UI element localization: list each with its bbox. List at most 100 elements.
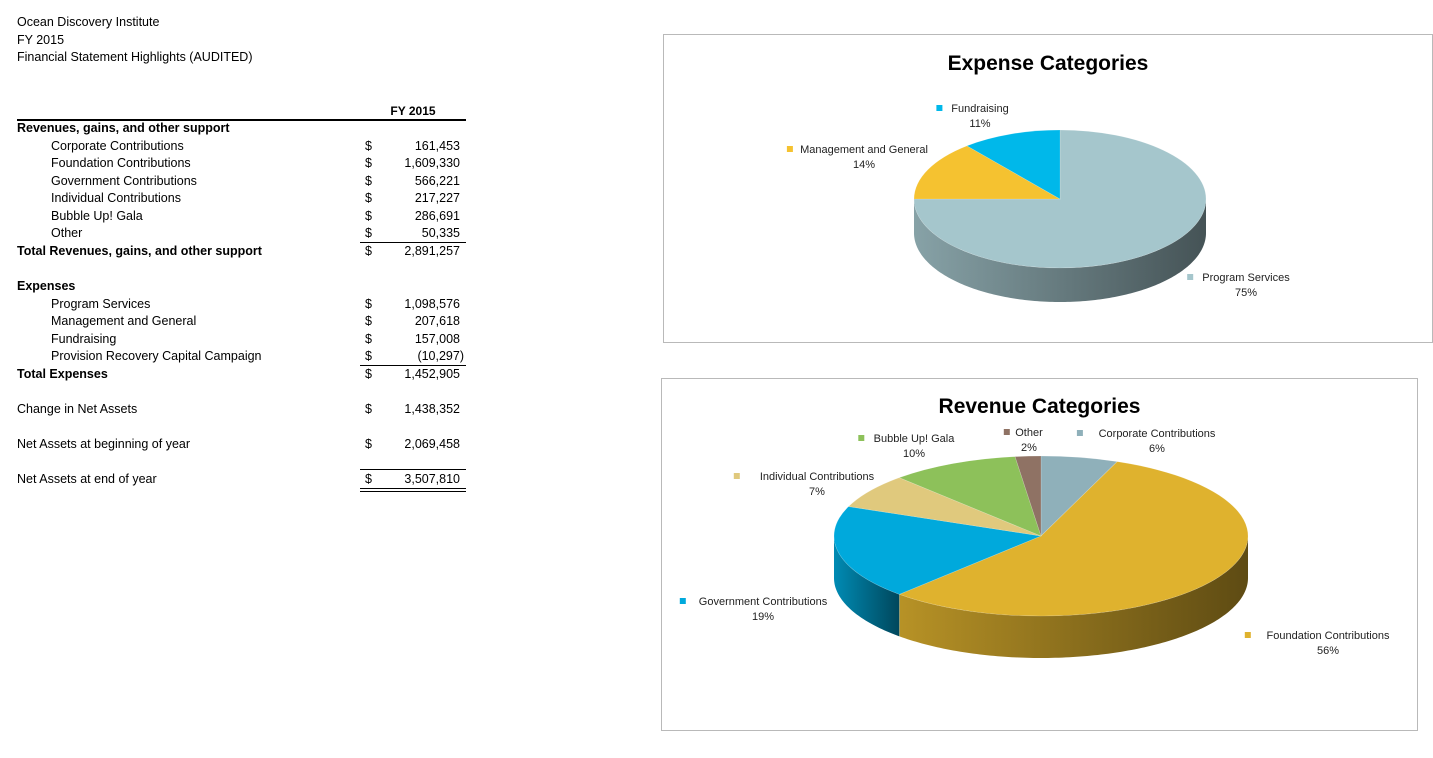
row-amount: 50,335 — [421, 226, 460, 240]
expense-total-label: Total Expenses — [17, 367, 108, 381]
header-rule — [17, 119, 466, 121]
row-label: Bubble Up! Gala — [51, 208, 143, 223]
pie-slice-fundraising — [966, 129, 1061, 200]
row-amount: (10,297) — [417, 349, 464, 363]
currency-symbol: $ — [365, 472, 372, 486]
table-row: Other $ 50,335 — [0, 225, 470, 242]
expense-total-amount: 1,452,905 — [404, 367, 460, 381]
change-amount: 1,438,352 — [404, 402, 460, 416]
pie-label-corporate-contributions: Corporate Contributions 6% — [1076, 428, 1216, 455]
revenue-chart-title: Revenue Categories — [938, 395, 1141, 418]
legend-swatch — [858, 435, 865, 441]
report-subtitle: Financial Statement Highlights (AUDITED) — [17, 50, 253, 64]
column-header: FY 2015 — [390, 104, 436, 118]
pie-label-bubble-up-gala: Bubble Up! Gala 10% — [858, 433, 955, 460]
currency-symbol: $ — [365, 191, 372, 205]
table-row: Government Contributions $ 566,221 — [0, 173, 470, 190]
legend-swatch — [1244, 632, 1251, 638]
change-net-assets-row: Change in Net Assets $ 1,438,352 — [0, 401, 470, 418]
row-amount: 207,618 — [414, 314, 460, 328]
legend-swatch — [679, 598, 686, 604]
slice-name-label: Foundation Contributions — [1267, 630, 1390, 642]
pie-slice-government-contributions — [833, 506, 1043, 595]
expense-section-title-row: Expenses — [0, 278, 470, 295]
table-row: Foundation Contributions $ 1,609,330 — [0, 155, 470, 172]
slice-percent-label: 6% — [1149, 443, 1165, 455]
slice-percent-label: 2% — [1021, 442, 1037, 454]
legend-swatch — [733, 473, 740, 479]
row-amount: 217,227 — [414, 191, 460, 205]
slice-name-label: Management and General — [800, 144, 928, 156]
pie-label-fundraising: Fundraising 11% — [936, 103, 1009, 130]
pie-label-foundation-contributions: Foundation Contributions 56% — [1244, 630, 1390, 657]
currency-symbol: $ — [365, 314, 372, 328]
currency-symbol: $ — [365, 367, 372, 381]
expense-section-title: Expenses — [17, 279, 76, 293]
revenue-section-title: Revenues, gains, and other support — [17, 121, 230, 135]
pie-side-program-services — [914, 199, 1206, 302]
pie-side-government-contributions — [834, 536, 900, 637]
currency-symbol: $ — [365, 173, 372, 188]
currency-symbol: $ — [365, 208, 372, 223]
beginning-net-assets-row: Net Assets at beginning of year $ 2,069,… — [0, 436, 470, 453]
row-amount: 1,609,330 — [404, 156, 460, 170]
slice-name-label: Bubble Up! Gala — [874, 433, 956, 445]
slice-percent-label: 75% — [1235, 287, 1257, 299]
table-row: Individual Contributions $ 217,227 — [0, 190, 470, 207]
currency-symbol: $ — [365, 244, 372, 258]
row-amount: 286,691 — [414, 208, 460, 223]
row-label: Foundation Contributions — [51, 156, 191, 170]
pie-label-program-services: Program Services 75% — [1187, 272, 1290, 299]
table-row: Fundraising $ 157,008 — [0, 331, 470, 348]
pie-slice-other — [1014, 455, 1042, 537]
slice-name-label: Program Services — [1202, 272, 1290, 284]
row-amount: 1,098,576 — [404, 297, 460, 311]
currency-symbol: $ — [365, 437, 372, 451]
change-label: Change in Net Assets — [17, 402, 138, 416]
pie-side-foundation-contributions — [899, 536, 1248, 658]
table-row: Corporate Contributions $ 161,453 — [0, 138, 470, 155]
row-amount: 157,008 — [414, 332, 460, 346]
pie-slice-foundation-contributions — [898, 461, 1249, 617]
slice-name-label: Government Contributions — [699, 596, 828, 608]
currency-symbol: $ — [365, 349, 372, 363]
currency-symbol: $ — [365, 156, 372, 170]
row-amount: 161,453 — [414, 138, 460, 153]
revenue-pie-svg: Corporate Contributions 6% Foundation Cont… — [679, 427, 1390, 658]
row-label: Management and General — [51, 314, 197, 328]
pie-label-other: Other 2% — [1003, 427, 1043, 454]
double-underline-top — [360, 488, 466, 489]
row-label: Corporate Contributions — [51, 138, 184, 153]
slice-percent-label: 7% — [809, 486, 825, 498]
slice-percent-label: 10% — [903, 448, 925, 460]
row-label: Government Contributions — [51, 173, 197, 188]
subtotal-rule — [360, 469, 466, 470]
revenue-section-title-row: Revenues, gains, and other support — [0, 120, 470, 137]
beginning-label: Net Assets at beginning of year — [17, 437, 191, 451]
end-amount: 3,507,810 — [404, 472, 460, 486]
slice-name-label: Fundraising — [951, 103, 1008, 115]
org-name: Ocean Discovery Institute — [17, 15, 160, 29]
expense-pie-svg: Program Services 75% Management and Genera… — [786, 103, 1290, 302]
report-header: Ocean Discovery Institute FY 2015 Financ… — [17, 14, 253, 67]
expense-total-row: Total Expenses $ 1,452,905 — [0, 366, 470, 383]
table-row: Bubble Up! Gala $ 286,691 — [0, 208, 470, 225]
ending-net-assets-row: Net Assets at end of year $ 3,507,810 — [0, 471, 470, 488]
expense-chart: Expense Categories Program Services 75% Ma… — [663, 34, 1433, 343]
row-label: Program Services — [51, 297, 151, 311]
slice-percent-label: 56% — [1317, 645, 1339, 657]
table-row: Provision Recovery Capital Campaign $ (1… — [0, 348, 470, 365]
legend-swatch — [786, 146, 793, 152]
table-row: Management and General $ 207,618 — [0, 313, 470, 330]
slice-percent-label: 11% — [969, 118, 990, 130]
slice-percent-label: 19% — [752, 611, 774, 623]
legend-swatch — [1076, 430, 1083, 436]
pie-label-management-and-general: Management and General 14% — [786, 144, 928, 171]
currency-symbol: $ — [365, 297, 372, 311]
row-amount: 566,221 — [414, 173, 460, 188]
slice-name-label: Individual Contributions — [760, 471, 875, 483]
beginning-amount: 2,069,458 — [404, 437, 460, 451]
row-label: Provision Recovery Capital Campaign — [51, 349, 262, 363]
table-row: Program Services $ 1,098,576 — [0, 296, 470, 313]
end-label: Net Assets at end of year — [17, 472, 157, 486]
